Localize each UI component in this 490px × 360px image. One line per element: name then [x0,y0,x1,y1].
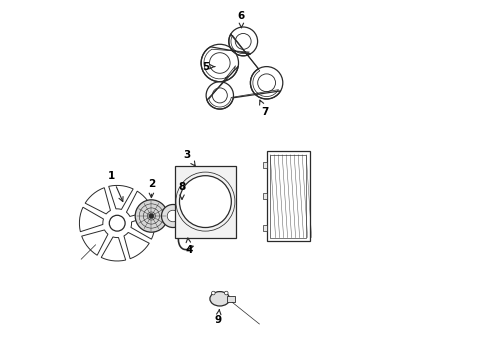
Polygon shape [101,237,126,261]
Circle shape [258,74,275,92]
Text: 8: 8 [178,182,186,199]
Polygon shape [109,185,133,210]
Text: 5: 5 [202,62,215,72]
Circle shape [250,67,283,99]
Text: 1: 1 [108,171,123,202]
Circle shape [179,176,231,228]
Text: 3: 3 [184,150,195,166]
Bar [270,155,306,238]
Circle shape [224,291,228,295]
Bar [263,225,267,231]
Bar [263,162,267,168]
Polygon shape [85,188,110,214]
Circle shape [212,291,215,295]
Circle shape [162,204,185,228]
Circle shape [212,88,227,103]
Polygon shape [124,233,149,259]
Circle shape [210,53,230,73]
Polygon shape [82,230,108,255]
Text: 6: 6 [238,11,245,28]
Bar [263,193,267,199]
Text: 9: 9 [215,310,221,325]
Circle shape [135,200,168,232]
Ellipse shape [210,292,230,306]
Circle shape [206,82,233,109]
Circle shape [229,27,258,56]
Polygon shape [131,215,155,239]
Text: 4: 4 [186,238,193,255]
Polygon shape [79,207,103,232]
Circle shape [201,44,239,82]
Circle shape [235,33,251,49]
Bar [227,296,235,302]
Circle shape [109,215,125,231]
Circle shape [167,210,179,222]
Text: 2: 2 [148,179,155,198]
Text: 7: 7 [260,100,269,117]
Bar [175,166,236,238]
Circle shape [149,213,154,219]
Bar [267,151,310,241]
Polygon shape [126,191,153,216]
